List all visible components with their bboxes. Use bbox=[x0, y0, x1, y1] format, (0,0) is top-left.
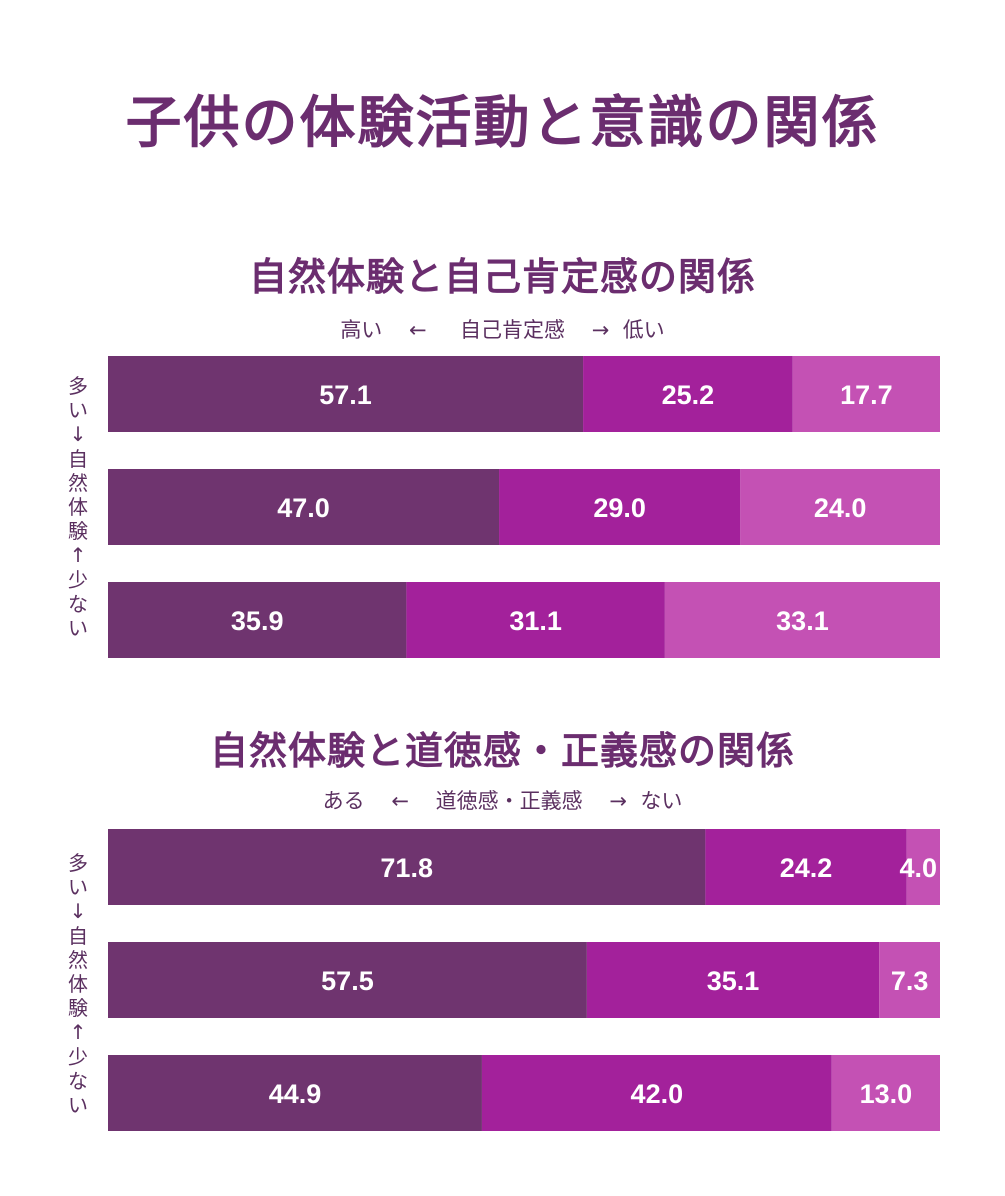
bar-segment bbox=[705, 829, 907, 905]
chart1-scale-center: 自己肯定感 bbox=[460, 318, 566, 342]
bar-segment bbox=[481, 1055, 832, 1131]
bar-value-label: 25.2 bbox=[662, 380, 715, 410]
chart2-scale-left: ある bbox=[322, 789, 365, 813]
bar-value-label: 24.0 bbox=[814, 493, 867, 523]
bar-segment bbox=[583, 356, 793, 432]
bar-segment bbox=[108, 469, 500, 545]
side-label-char: 少 bbox=[68, 1044, 88, 1069]
bar-value-label: 24.2 bbox=[780, 853, 833, 883]
bar-value-label: 35.9 bbox=[231, 606, 284, 636]
bar-segment bbox=[792, 356, 940, 432]
side-label-char: い bbox=[68, 1092, 88, 1117]
chart2-scale-center: 道徳感・正義感 bbox=[435, 789, 583, 813]
bar-segment bbox=[664, 582, 940, 658]
chart1-scale-right-arrow: → bbox=[591, 318, 610, 342]
bar-value-label: 7.3 bbox=[891, 966, 929, 996]
chart2-title: 自然体験と道徳感・正義感の関係 bbox=[209, 729, 795, 773]
side-label-char: ↓ bbox=[69, 422, 87, 447]
bar-segment bbox=[906, 829, 940, 905]
chart2-side-label: 多い ↓ 自然体験 ↑ 少ない bbox=[60, 853, 96, 1115]
side-label-char: い bbox=[68, 875, 88, 900]
side-label-char: 多 bbox=[68, 851, 88, 875]
side-label-char: な bbox=[68, 591, 88, 616]
bar-value-label: 17.7 bbox=[840, 380, 893, 410]
chart1-title: 自然体験と自己肯定感の関係 bbox=[248, 255, 756, 299]
bar-segment bbox=[108, 1055, 482, 1131]
bar-value-label: 29.0 bbox=[593, 493, 646, 523]
bar-segment bbox=[108, 582, 407, 658]
side-label-char: 多 bbox=[68, 374, 88, 398]
bar-value-label: 35.1 bbox=[707, 966, 760, 996]
bar-value-label: 13.0 bbox=[860, 1079, 913, 1109]
side-label-char: 験 bbox=[68, 996, 88, 1021]
chart1-scale-left: 高い bbox=[340, 318, 383, 342]
bar-value-label: 31.1 bbox=[509, 606, 562, 636]
side-label-char: 自 bbox=[68, 923, 88, 948]
side-label-char: 験 bbox=[68, 519, 88, 544]
chart2-scale: ある ← 道徳感・正義感 → ない bbox=[0, 785, 1005, 815]
bar-segment bbox=[831, 1055, 940, 1131]
side-label-char: 自 bbox=[68, 446, 88, 471]
side-label-char: 然 bbox=[68, 470, 88, 495]
chart2-scale-left-arrow: ← bbox=[391, 789, 409, 813]
bar-segment bbox=[499, 469, 741, 545]
chart1-scale-left-arrow: ← bbox=[409, 318, 427, 342]
bar-segment bbox=[108, 829, 706, 905]
bar-segment bbox=[406, 582, 665, 658]
bar-segment bbox=[108, 356, 584, 432]
chart1-scale-right: 低い bbox=[622, 318, 665, 342]
side-label-char: 少 bbox=[68, 567, 88, 592]
side-label-char: い bbox=[68, 398, 88, 423]
side-label-char: ↑ bbox=[69, 1020, 87, 1045]
bar-segment bbox=[586, 942, 880, 1018]
side-label-char: 体 bbox=[68, 494, 88, 519]
bar-segment bbox=[108, 942, 587, 1018]
bar-value-label: 42.0 bbox=[631, 1079, 684, 1109]
bar-value-label: 4.0 bbox=[899, 853, 937, 883]
bar-value-label: 71.8 bbox=[380, 853, 433, 883]
side-label-char: な bbox=[68, 1068, 88, 1093]
main-title: 子供の体験活動と意識の関係 bbox=[125, 91, 880, 156]
bar-segment bbox=[879, 942, 940, 1018]
chart1-scale: 高い ← 自己肯定感 → 低い bbox=[0, 314, 1005, 344]
bar-value-label: 44.9 bbox=[269, 1079, 322, 1109]
side-label-char: 然 bbox=[68, 947, 88, 972]
chart2-scale-right: ない bbox=[640, 789, 683, 813]
side-label-char: 体 bbox=[68, 971, 88, 996]
side-label-char: ↑ bbox=[69, 543, 87, 568]
bar-segment bbox=[740, 469, 940, 545]
chart1-side-label: 多い ↓ 自然体験 ↑ 少ない bbox=[60, 376, 96, 638]
bar-value-label: 57.1 bbox=[319, 380, 372, 410]
bar-value-label: 57.5 bbox=[321, 966, 374, 996]
side-label-char: ↓ bbox=[69, 899, 87, 924]
chart2-scale-right-arrow: → bbox=[609, 789, 627, 813]
side-label-char: い bbox=[68, 615, 88, 640]
bar-value-label: 47.0 bbox=[277, 493, 330, 523]
bar-value-label: 33.1 bbox=[776, 606, 829, 636]
